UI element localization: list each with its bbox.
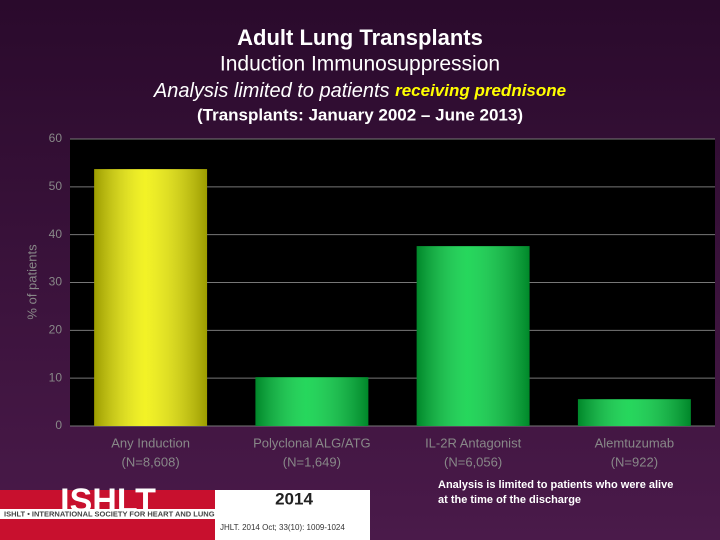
y-tick-label: 20 xyxy=(49,323,63,337)
y-tick-label: 10 xyxy=(49,370,63,384)
x-tick-label: Alemtuzumab xyxy=(595,435,674,450)
bar-shade xyxy=(577,399,691,426)
x-tick-label: Polyclonal ALG/ATG xyxy=(253,435,371,450)
society: ISHLT • INTERNATIONAL SOCIETY FOR HEART … xyxy=(4,509,290,518)
bar-shade xyxy=(255,377,369,426)
y-axis-label: % of patients xyxy=(24,244,39,320)
bar-shade xyxy=(94,169,208,426)
subtitle-2: Analysis limited to patients receiving p… xyxy=(153,80,566,102)
subtitle: Induction Immunosuppression xyxy=(220,53,500,76)
y-tick-label: 50 xyxy=(49,179,63,193)
year: 2014 xyxy=(275,489,313,508)
society-band xyxy=(0,509,370,519)
period: (Transplants: January 2002 – June 2013) xyxy=(197,105,523,124)
citation-band xyxy=(215,509,370,519)
subtitle-2-text: Analysis limited to patients xyxy=(153,80,390,102)
title: Adult Lung Transplants xyxy=(237,25,483,50)
x-tick-count: (N=6,056) xyxy=(444,454,502,469)
note: Analysis is limited to patients who were… xyxy=(438,479,673,506)
y-tick-label: 0 xyxy=(55,418,62,432)
subtitle-2-highlight: receiving prednisone xyxy=(395,81,566,100)
y-tick-label: 30 xyxy=(49,275,63,289)
y-tick-label: 60 xyxy=(49,131,63,145)
note-text-cont: at the time of the discharge xyxy=(438,494,581,506)
citation: JHLT. 2014 Oct; 33(10): 1009-1024 xyxy=(220,523,345,532)
note-text: Analysis is limited to patients who were… xyxy=(438,479,673,491)
y-tick-label: 40 xyxy=(49,227,63,241)
bar-shade xyxy=(416,246,530,426)
x-tick-label: IL-2R Antagonist xyxy=(425,435,522,450)
x-tick-count: (N=8,608) xyxy=(122,454,180,469)
footer: ISHLT ISHLT • INTERNATIONAL SOCIETY FOR … xyxy=(0,482,370,540)
x-tick-label: Any Induction xyxy=(111,435,190,450)
x-tick-count: (N=1,649) xyxy=(283,454,341,469)
x-tick-count: (N=922) xyxy=(611,454,658,469)
